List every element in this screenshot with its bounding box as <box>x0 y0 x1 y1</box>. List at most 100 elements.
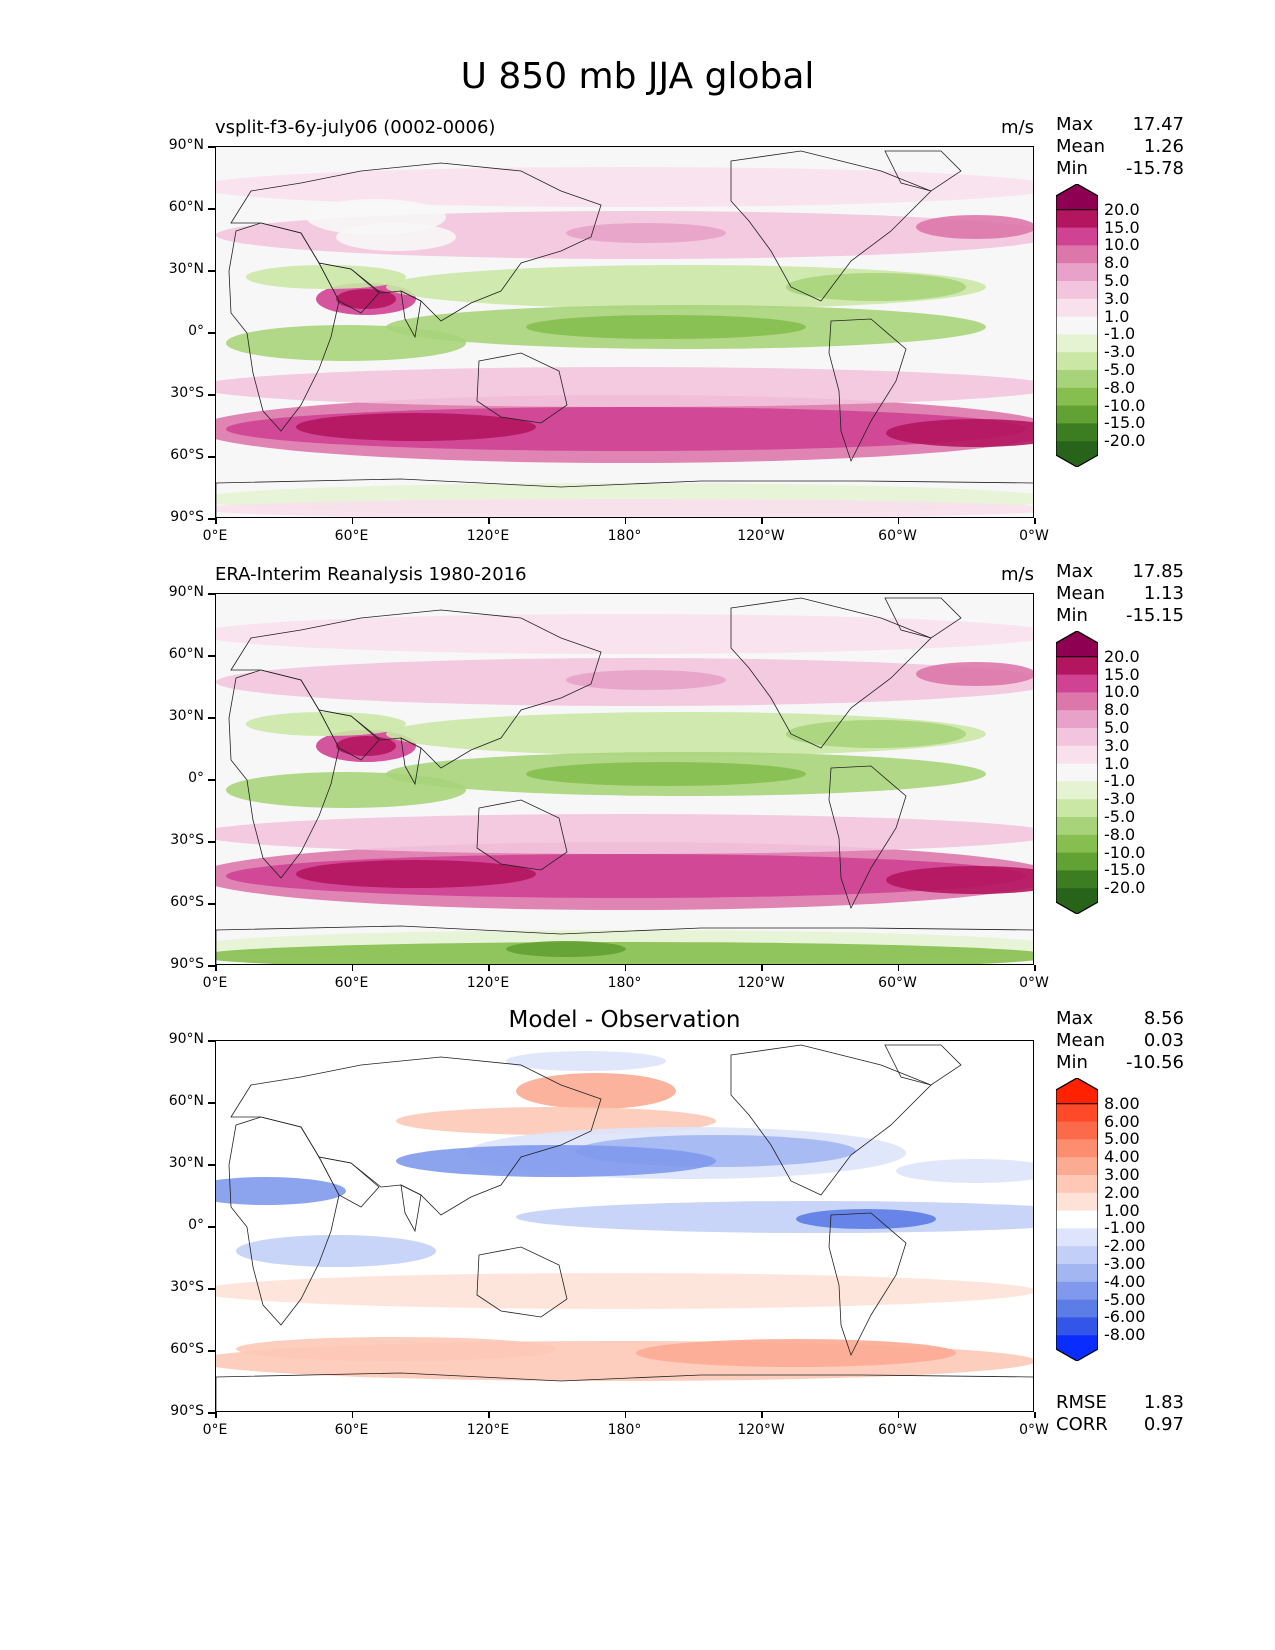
x-tick-mark <box>351 965 353 971</box>
stats-box: Max 17.85 Mean 1.13 Min -15.15 <box>1056 561 1184 627</box>
colorbar-tick-label: -8.0 <box>1104 377 1136 397</box>
contour-region <box>216 942 1033 964</box>
panel-units: m/s <box>1001 564 1034 585</box>
colorbar <box>1055 183 1099 468</box>
x-tick-mark <box>761 518 763 524</box>
coastline <box>216 925 1033 964</box>
colorbar-tick-label: 20.0 <box>1104 199 1140 219</box>
x-tick-label: 60°W <box>878 1422 917 1438</box>
min-label: Min <box>1056 605 1088 626</box>
colorbar-swatch <box>1056 1157 1098 1176</box>
colorbar-tick-label: -1.00 <box>1104 1218 1146 1238</box>
x-tick-mark <box>488 1412 490 1418</box>
colorbar-tick-label: 8.0 <box>1104 700 1130 720</box>
colorbar-tick-label: -8.0 <box>1104 824 1136 844</box>
x-tick-mark <box>761 1412 763 1418</box>
colorbar-swatch <box>1056 245 1098 264</box>
panel-title-left: ERA-Interim Reanalysis 1980-2016 <box>215 564 527 585</box>
colorbar-tick-label: 10.0 <box>1104 682 1140 702</box>
x-tick-mark <box>351 1412 353 1418</box>
x-tick-mark <box>761 965 763 971</box>
contour-region <box>516 1073 676 1109</box>
y-tick-label: 60°S <box>170 1341 204 1357</box>
coastline <box>730 1044 932 1196</box>
colorbar-tick-label: -5.0 <box>1104 807 1136 826</box>
x-tick-label: 0°E <box>202 975 228 991</box>
coastline <box>884 150 962 192</box>
y-tick-mark <box>208 456 215 458</box>
colorbar-tick-label: -20.0 <box>1104 431 1146 451</box>
colorbar-tick-label: 3.0 <box>1104 288 1130 308</box>
y-tick-label: 90°N <box>168 1031 204 1047</box>
y-tick-mark <box>208 593 215 595</box>
contour-region <box>506 941 626 957</box>
x-tick-mark <box>624 518 626 524</box>
colorbar-tick-label: 10.0 <box>1104 235 1140 255</box>
x-tick-label: 0°W <box>1019 1422 1049 1438</box>
colorbar-swatch <box>1056 316 1098 335</box>
contour-region <box>216 614 1033 654</box>
coastline <box>230 609 602 769</box>
y-tick-label: 60°S <box>170 447 204 463</box>
y-tick-mark <box>208 1102 215 1104</box>
coastline <box>476 1246 568 1318</box>
contour-region <box>566 670 726 690</box>
colorbar-swatch <box>1056 799 1098 818</box>
coastline <box>828 1212 907 1357</box>
coastline <box>828 318 907 463</box>
contour-region <box>226 772 466 808</box>
colorbar-swatch <box>1056 852 1098 871</box>
colorbar-tick-label: -2.00 <box>1104 1236 1146 1256</box>
colorbar-swatch <box>1056 405 1098 424</box>
colorbar-swatch <box>1056 728 1098 747</box>
colorbar-swatch <box>1056 1175 1098 1194</box>
x-tick-mark <box>215 965 217 971</box>
x-tick-label: 0°W <box>1019 528 1049 544</box>
corr-label: CORR <box>1056 1414 1108 1435</box>
coastline <box>400 737 422 786</box>
contour-region <box>216 167 1033 207</box>
y-tick-mark <box>208 1412 215 1414</box>
y-tick-label: 30°S <box>170 385 204 401</box>
x-tick-mark <box>1034 518 1036 524</box>
x-tick-label: 0°E <box>202 528 228 544</box>
y-tick-label: 30°N <box>168 708 204 724</box>
colorbar-tick-label: -15.0 <box>1104 413 1146 433</box>
colorbar-tick-label: 3.00 <box>1104 1165 1140 1184</box>
colorbar-tick-label: -3.00 <box>1104 1254 1146 1273</box>
colorbar-swatch <box>1056 227 1098 246</box>
colorbar-tick-label: 8.0 <box>1104 253 1130 273</box>
contour-region <box>886 866 1033 894</box>
y-tick-mark <box>208 655 215 657</box>
max-value: 17.85 <box>1132 561 1184 582</box>
colorbar-swatch <box>1056 656 1098 676</box>
colorbar-tick-label: 5.00 <box>1104 1129 1140 1149</box>
colorbar-swatch <box>1056 674 1098 693</box>
colorbar-swatch <box>1056 692 1098 711</box>
panel-title-left: vsplit-f3-6y-july06 (0002-0006) <box>215 117 496 138</box>
contour-region <box>526 762 806 786</box>
contour-region <box>786 273 966 301</box>
x-tick-label: 0°W <box>1019 975 1049 991</box>
y-tick-mark <box>208 1288 215 1290</box>
contour-region <box>636 1339 956 1367</box>
colorbar-swatch <box>1056 1228 1098 1247</box>
colorbar-tick-label: -5.0 <box>1104 360 1136 379</box>
contour-region <box>296 860 536 888</box>
y-tick-mark <box>208 1350 215 1352</box>
colorbar <box>1055 630 1099 915</box>
colorbar-tick-label: 15.0 <box>1104 217 1140 237</box>
contour-region <box>216 814 1033 854</box>
colorbar-swatch <box>1056 817 1098 836</box>
x-tick-mark <box>624 965 626 971</box>
colorbar-swatch <box>1056 710 1098 729</box>
contour-region <box>236 1235 436 1267</box>
contour-region <box>916 215 1033 239</box>
x-tick-label: 120°E <box>466 975 510 991</box>
colorbar-swatch <box>1056 834 1098 854</box>
x-tick-label: 60°E <box>334 975 369 991</box>
rmse-value: 1.83 <box>1143 1392 1184 1413</box>
skill-scores: RMSE 1.83 CORR 0.97 <box>1056 1392 1184 1436</box>
contour-region <box>336 736 396 756</box>
x-tick-mark <box>488 518 490 524</box>
